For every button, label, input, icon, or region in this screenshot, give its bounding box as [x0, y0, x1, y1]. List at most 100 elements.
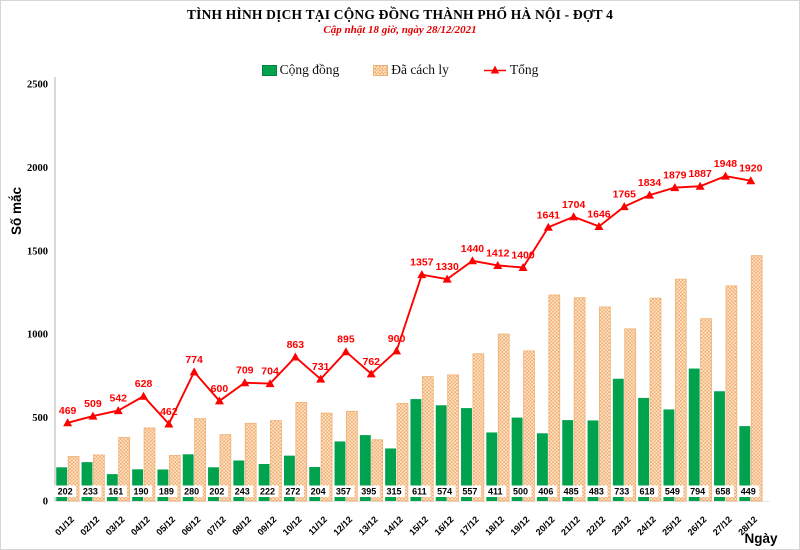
x-tick-label: 26/12 — [686, 514, 709, 537]
x-tick-label: 17/12 — [458, 514, 481, 537]
bar-da-cach-ly — [194, 418, 206, 502]
tong-value-labels-group: 469 509 542 628 462 774 600 709 704 863 731 895 762 9… — [59, 158, 763, 418]
value-label-box — [610, 485, 633, 497]
community-bars-group — [56, 368, 751, 501]
bar-da-cach-ly — [750, 255, 763, 502]
bar-da-cach-ly — [320, 412, 333, 502]
bar-cong-dong — [562, 420, 574, 501]
bar-da-cach-ly — [346, 410, 358, 502]
x-tick-label: 12/12 — [331, 514, 354, 537]
bar-da-cach-ly — [396, 403, 409, 502]
y-tick-label: 500 — [32, 413, 48, 424]
value-label-tong: 1440 — [461, 243, 485, 255]
value-label-tong: 762 — [362, 356, 380, 368]
triangle-marker-icon — [189, 367, 199, 376]
value-label-cong-dong: 243 — [235, 487, 250, 497]
bar-da-cach-ly — [447, 374, 459, 502]
bar-da-cach-ly — [421, 376, 434, 502]
bar-cong-dong — [258, 463, 270, 501]
bar-cong-dong — [81, 462, 93, 501]
bar-cong-dong — [688, 368, 700, 501]
x-tick-label: 13/12 — [357, 514, 380, 537]
value-label-cong-dong: 357 — [336, 487, 351, 497]
value-label-box — [534, 485, 557, 497]
value-label-cong-dong: 483 — [589, 487, 604, 497]
value-label-cong-dong: 611 — [412, 487, 427, 497]
legend-item-tong: Tổng — [483, 62, 538, 78]
value-label-tong: 600 — [211, 383, 229, 395]
triangle-marker-icon — [290, 352, 300, 361]
bar-da-cach-ly — [118, 437, 131, 502]
triangle-marker-icon — [366, 369, 376, 378]
triangle-marker-icon — [467, 256, 477, 265]
bar-da-cach-ly — [624, 328, 637, 502]
value-label-box — [661, 485, 684, 497]
x-tick-label: 02/12 — [78, 514, 101, 537]
value-label-tong: 1400 — [511, 249, 535, 261]
bar-da-cach-ly — [573, 297, 586, 502]
value-label-cong-dong: 411 — [488, 487, 503, 497]
value-label-tong: 709 — [236, 365, 254, 377]
x-tick-label: 20/12 — [534, 514, 557, 537]
value-label-cong-dong: 202 — [209, 487, 224, 497]
value-label-box — [484, 485, 507, 497]
value-label-cong-dong: 574 — [437, 487, 452, 497]
value-label-cong-dong: 233 — [83, 487, 98, 497]
triangle-marker-icon — [214, 396, 224, 405]
value-label-box — [307, 485, 330, 497]
value-label-tong: 895 — [337, 334, 355, 346]
bar-cong-dong — [334, 441, 346, 501]
bar-da-cach-ly — [219, 434, 232, 502]
value-label-box — [130, 485, 153, 497]
value-label-box — [585, 485, 608, 497]
value-label-box — [458, 485, 481, 497]
bar-cong-dong — [359, 435, 371, 501]
value-label-box — [281, 485, 304, 497]
bar-cong-dong — [587, 420, 599, 501]
legend-label: Cộng đồng — [279, 62, 340, 77]
value-label-cong-dong: 794 — [690, 487, 705, 497]
x-tick-label: 08/12 — [230, 514, 253, 537]
triangle-marker-icon — [569, 212, 579, 221]
y-tick-label: 1500 — [27, 246, 48, 257]
x-tick-label: 11/12 — [306, 514, 329, 537]
tong-markers-group — [63, 171, 756, 428]
bar-cong-dong — [714, 391, 725, 501]
value-label-tong: 1646 — [587, 208, 611, 220]
x-tick-label: 05/12 — [154, 514, 177, 537]
bar-cong-dong — [536, 433, 548, 501]
bar-da-cach-ly — [649, 297, 662, 502]
legend-item-cong-dong: Cộng đồng — [261, 62, 340, 78]
bar-cong-dong — [157, 469, 169, 501]
value-label-box — [104, 485, 127, 497]
triangle-marker-icon — [392, 346, 402, 355]
value-label-cong-dong: 395 — [361, 487, 376, 497]
bar-da-cach-ly — [270, 420, 282, 502]
bar-cong-dong — [663, 409, 675, 501]
triangle-marker-icon — [720, 171, 730, 180]
value-label-cong-dong: 485 — [564, 487, 579, 497]
bar-cong-dong — [309, 466, 321, 501]
triangle-marker-icon — [543, 222, 553, 231]
triangle-marker-icon — [493, 260, 503, 269]
value-label-tong: 1834 — [638, 177, 662, 189]
value-label-box — [155, 485, 178, 497]
value-label-tong: 462 — [160, 406, 178, 418]
y-tick-label: 2000 — [27, 163, 48, 174]
x-tick-label: 07/12 — [205, 514, 228, 537]
x-tick-label: 23/12 — [610, 514, 633, 537]
value-label-tong: 1765 — [613, 189, 637, 201]
x-tick-label: 10/12 — [281, 514, 304, 537]
bar-cong-dong — [283, 455, 295, 501]
value-label-box — [560, 485, 583, 497]
value-label-cong-dong: 161 — [108, 487, 123, 497]
value-label-tong: 1887 — [688, 168, 712, 180]
bar-cong-dong — [56, 467, 68, 501]
value-label-box — [433, 485, 456, 497]
value-label-cong-dong: 500 — [513, 487, 528, 497]
triangle-marker-icon — [619, 202, 629, 211]
bar-da-cach-ly — [472, 353, 485, 502]
value-label-tong: 1948 — [714, 158, 738, 170]
x-tick-label: 19/12 — [508, 514, 531, 537]
